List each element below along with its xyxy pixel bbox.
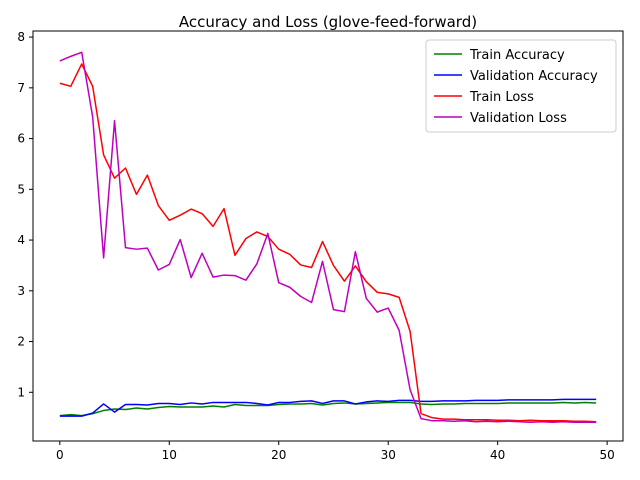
x-tick-label: 40 [490,448,505,462]
x-tick-label: 20 [271,448,286,462]
series-line-3 [59,51,597,423]
y-tick-label: 6 [17,132,25,146]
x-tick-label: 10 [162,448,177,462]
y-tick-label: 3 [17,284,25,298]
y-axis: 1 2 3 4 5 6 7 8 [17,30,33,399]
chart-title: Accuracy and Loss (glove-feed-forward) [179,13,477,31]
y-tick-label: 8 [17,30,25,44]
series-line-1 [59,398,597,417]
y-tick-label: 4 [17,233,25,247]
y-tick-label: 1 [17,385,25,399]
x-tick-label: 0 [56,448,64,462]
x-axis: 0 10 20 30 40 50 [56,441,615,462]
legend-label-1: Validation Accuracy [470,69,598,84]
y-tick-label: 7 [17,81,25,95]
y-tick-label: 5 [17,182,25,196]
legend-label-2: Train Loss [469,90,534,105]
plot-frame [32,30,624,442]
y-tick-label: 2 [17,335,25,349]
series-line-0 [59,401,597,417]
x-tick-label: 30 [381,448,396,462]
series-line-2 [59,63,597,423]
x-tick-label: 50 [599,448,614,462]
plot-lines [59,51,597,423]
legend: Train Accuracy Validation Accuracy Train L… [425,39,617,133]
legend-label-0: Train Accuracy [469,48,565,63]
legend-box [425,39,617,133]
legend-label-3: Validation Loss [470,111,567,126]
